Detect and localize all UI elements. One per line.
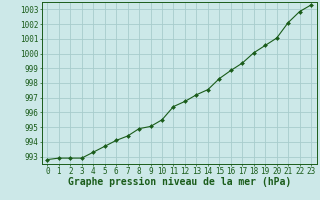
X-axis label: Graphe pression niveau de la mer (hPa): Graphe pression niveau de la mer (hPa) (68, 177, 291, 187)
